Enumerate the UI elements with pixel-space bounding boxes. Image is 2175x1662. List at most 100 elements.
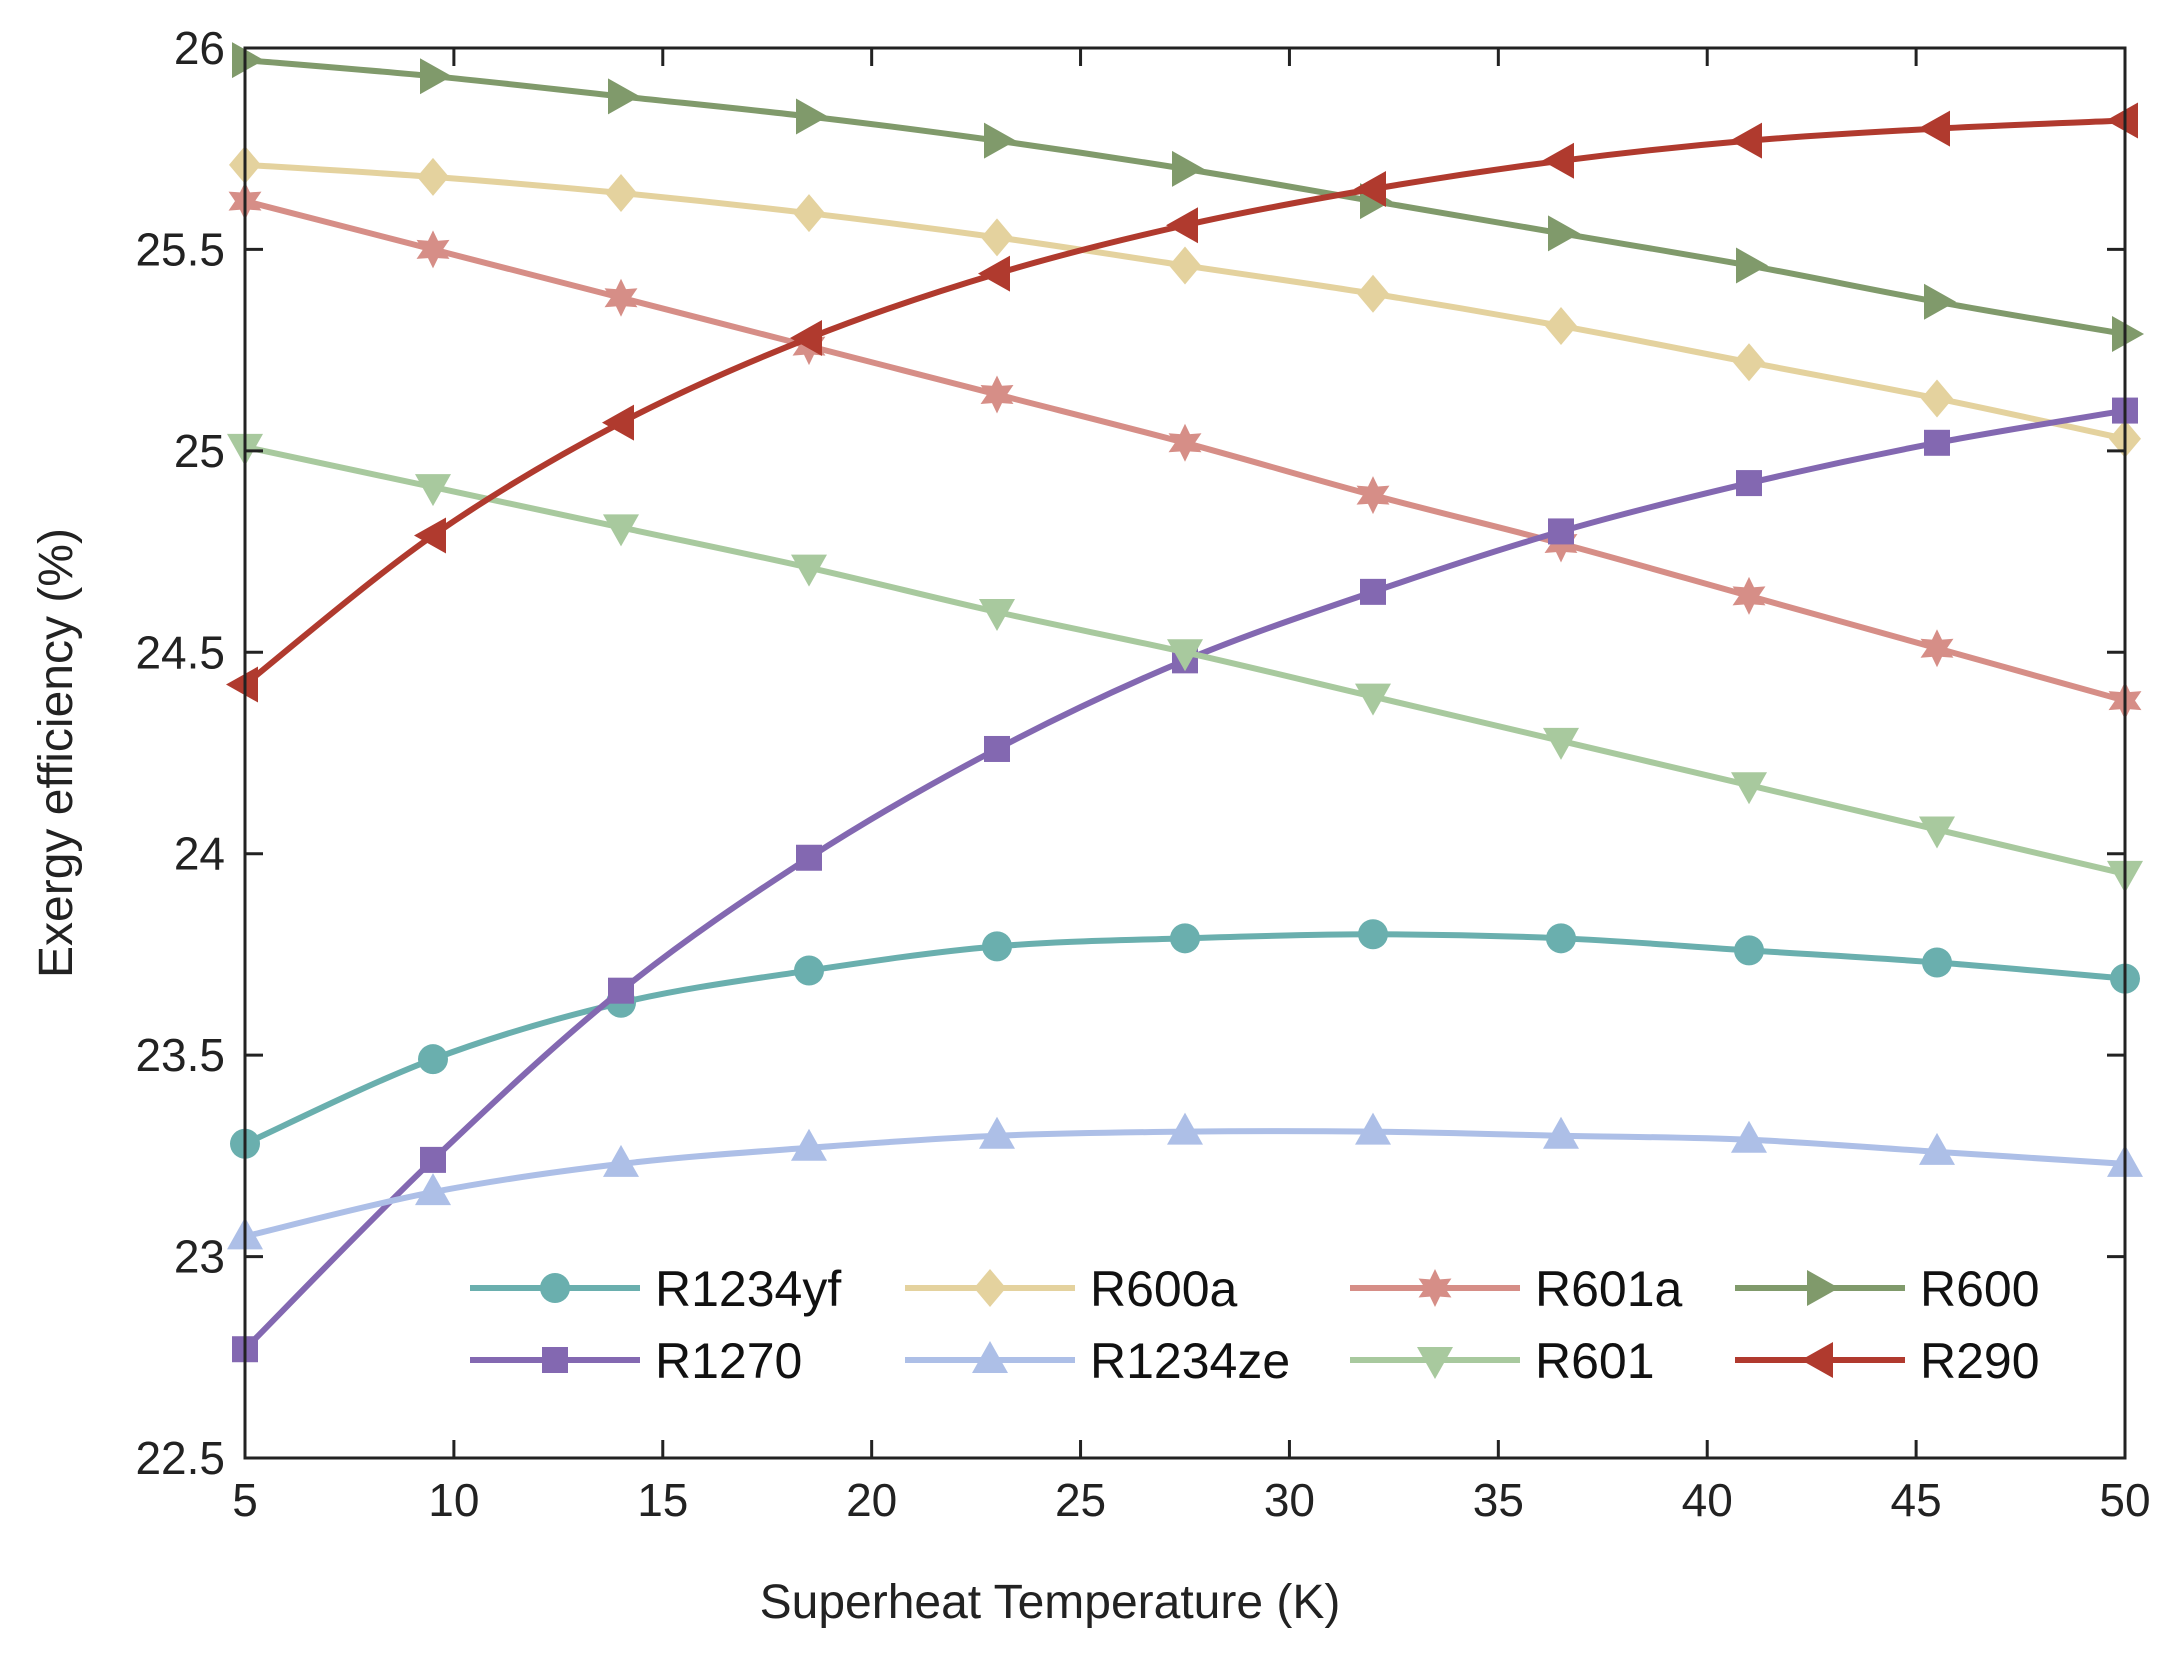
legend-item-r290: R290: [1735, 1333, 2040, 1389]
data-point-r1234ze: [1355, 1112, 1391, 1145]
data-point-r600: [608, 78, 640, 115]
x-tick-label: 40: [1682, 1474, 1733, 1526]
data-point-r1234ze: [415, 1173, 451, 1206]
series-r1234ze: [227, 1112, 2143, 1250]
data-point-r601: [979, 599, 1015, 631]
x-tick-label: 20: [846, 1474, 897, 1526]
data-point-r1270: [1924, 429, 1950, 456]
series-line-r1234yf: [243, 931, 2126, 1147]
legend-item-r1270: R1270: [470, 1333, 802, 1389]
x-tick-label: 25: [1055, 1474, 1106, 1526]
legend: R1234yf R600a R601a R600 R1270 R1234ze R601 R29…: [470, 1261, 2040, 1389]
legend-item-r601: R601: [1350, 1333, 1655, 1389]
data-point-r600: [420, 58, 452, 95]
series-line-r290: [243, 117, 2126, 687]
data-point-r600a: [1357, 274, 1389, 313]
data-point-r601: [1731, 772, 1767, 805]
legend-label-r1270: R1270: [655, 1333, 802, 1389]
data-point-r600: [984, 122, 1016, 159]
legend-label-r290: R290: [1920, 1333, 2040, 1389]
data-point-r600: [796, 98, 828, 135]
data-point-r601: [415, 474, 451, 507]
data-point-r601: [1919, 816, 1955, 849]
y-tick-label: 25.5: [135, 223, 225, 275]
data-point-r1270: [984, 735, 1010, 762]
data-point-r290: [602, 404, 634, 441]
x-tick-label: 10: [428, 1474, 479, 1526]
data-point-r290: [226, 666, 258, 703]
data-point-r290: [1730, 122, 1762, 159]
x-axis-label: Superheat Temperature (K): [760, 1576, 1341, 1629]
series-r290: [226, 102, 2138, 703]
data-point-r600a: [1545, 306, 1577, 345]
x-tick-label: 15: [637, 1474, 688, 1526]
data-point-r1234yf: [1734, 935, 1764, 966]
data-point-r1270: [420, 1146, 446, 1173]
series-line-r600: [244, 57, 2126, 337]
series-r600a: [229, 145, 2141, 458]
data-point-r601: [1543, 727, 1579, 760]
data-point-r601a: [980, 375, 1014, 414]
data-point-r290: [790, 320, 822, 357]
x-tick-label: 35: [1473, 1474, 1524, 1526]
legend-marker-r1234yf: [540, 1273, 570, 1303]
data-point-r290: [414, 517, 446, 554]
data-point-r1234ze: [1731, 1120, 1767, 1153]
data-point-r290: [2106, 102, 2138, 139]
data-point-r1234ze: [979, 1116, 1015, 1149]
x-tick-label: 50: [2099, 1474, 2150, 1526]
data-point-r290: [1542, 142, 1574, 179]
y-tick-label: 22.5: [135, 1432, 225, 1484]
data-point-r1234ze: [1543, 1116, 1579, 1149]
data-point-r601a: [1168, 423, 1202, 462]
legend-marker-r601: [1417, 1347, 1453, 1379]
legend-item-r1234ze: R1234ze: [905, 1333, 1290, 1389]
data-point-r1234ze: [603, 1144, 639, 1177]
data-point-r290: [1354, 171, 1386, 207]
data-point-r600a: [417, 157, 449, 196]
legend-label-r601: R601: [1535, 1333, 1655, 1389]
data-point-r1234ze: [791, 1128, 827, 1161]
data-point-r600a: [793, 194, 825, 233]
data-point-r1234yf: [982, 931, 1012, 962]
data-point-r601a: [416, 230, 450, 269]
data-point-r1270: [1360, 578, 1386, 605]
data-point-r290: [1918, 110, 1950, 147]
data-point-r1234yf: [794, 955, 824, 986]
y-tick-label: 26: [174, 22, 225, 74]
data-point-r601: [791, 554, 827, 587]
data-point-r601a: [1920, 629, 1954, 668]
legend-label-r1234ze: R1234ze: [1090, 1333, 1290, 1389]
data-point-r600a: [605, 174, 637, 213]
data-point-r1234ze: [1919, 1132, 1955, 1165]
x-tick-label: 45: [1891, 1474, 1942, 1526]
legend-label-r600a: R600a: [1090, 1261, 1238, 1317]
data-point-r600: [1548, 215, 1580, 252]
data-point-r600a: [1921, 379, 1953, 418]
legend-item-r600a: R600a: [905, 1261, 1238, 1317]
series-line-r600a: [244, 161, 2126, 442]
legend-marker-r600: [1807, 1270, 1839, 1306]
data-point-r600: [2112, 316, 2144, 353]
data-point-r600a: [981, 218, 1013, 257]
legend-label-r600: R600: [1920, 1261, 2040, 1317]
data-point-r1270: [1548, 518, 1574, 545]
ticks-layer: 5 10 15 20 25 30 35 40 45 50 22.5 23 23.5 24 24.5 25 25.…: [135, 22, 2150, 1526]
legend-label-r601a: R601a: [1535, 1261, 1683, 1317]
data-point-r601: [1167, 639, 1203, 672]
data-point-r290: [978, 255, 1010, 292]
series-layer: [226, 42, 2144, 1363]
data-point-r601a: [1732, 576, 1766, 615]
data-point-r290: [1166, 207, 1198, 244]
series-line-r1270: [242, 407, 2126, 1352]
legend-marker-r601a: [1418, 1269, 1452, 1307]
data-point-r1234yf: [1922, 947, 1952, 978]
data-point-r600: [1172, 150, 1204, 187]
data-point-r600: [1924, 283, 1956, 320]
series-line-r1234ze: [244, 1128, 2126, 1240]
y-tick-label: 24.5: [135, 626, 225, 678]
data-point-r1234yf: [1546, 923, 1576, 954]
y-axis-label: Exergy efficiency (%): [30, 528, 83, 978]
series-r600: [232, 42, 2144, 353]
